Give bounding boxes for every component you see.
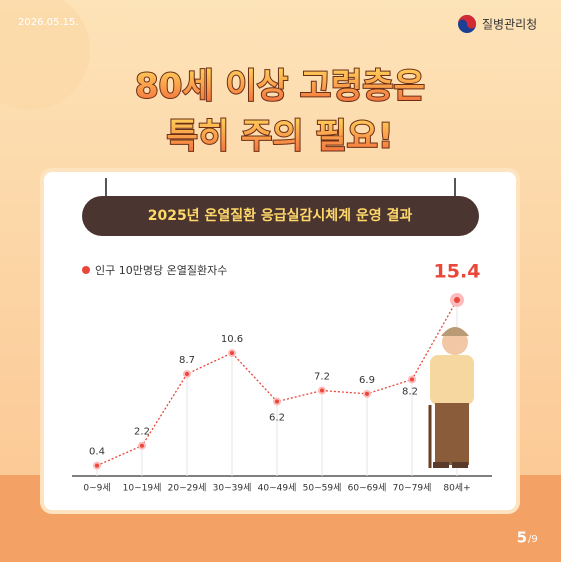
legend-label: 인구 10만명당 온열질환자수 <box>95 264 227 277</box>
decor <box>0 0 90 110</box>
x-tick-label: 10~19세 <box>123 483 162 494</box>
x-tick-label: 0~9세 <box>83 483 110 494</box>
x-tick-label: 60~69세 <box>348 483 387 494</box>
page-total: /9 <box>528 534 538 545</box>
value-label: 10.6 <box>221 334 243 345</box>
agency-logo <box>458 15 476 33</box>
point <box>273 397 281 406</box>
value-label: 8.7 <box>179 355 195 366</box>
x-tick-label: 80세+ <box>443 483 470 494</box>
value-label: 6.2 <box>269 413 285 424</box>
date: 2026.05.15. <box>18 17 78 28</box>
value-label: 8.2 <box>402 386 418 397</box>
point <box>363 389 371 398</box>
legend-marker <box>82 266 90 274</box>
value-label: 7.2 <box>314 372 330 383</box>
value-label: 2.2 <box>134 427 150 438</box>
agency: 질병관리청 <box>482 18 537 32</box>
point <box>138 441 146 450</box>
point <box>93 461 101 470</box>
point <box>183 369 191 378</box>
title-pill <box>82 196 479 236</box>
point <box>408 375 416 384</box>
headline: 80세 이상 고령층은 <box>135 67 425 107</box>
elderly-illustration <box>428 327 474 468</box>
value-label: 6.9 <box>359 375 375 386</box>
x-tick-label: 50~59세 <box>303 483 342 494</box>
headline: 특히 주의 필요! <box>167 117 394 157</box>
point <box>318 386 326 395</box>
x-tick-label: 70~79세 <box>393 483 432 494</box>
chart-title: 2025년 온열질환 응급실감시체계 운영 결과 <box>148 207 413 224</box>
value-label: 0.4 <box>89 447 105 458</box>
x-tick-label: 20~29세 <box>168 483 207 494</box>
value-label: 15.4 <box>434 261 481 283</box>
page-current: 5 <box>517 529 527 547</box>
card <box>40 168 520 514</box>
x-tick-label: 30~39세 <box>213 483 252 494</box>
x-tick-label: 40~49세 <box>258 483 297 494</box>
point <box>450 293 464 307</box>
point <box>228 348 236 357</box>
